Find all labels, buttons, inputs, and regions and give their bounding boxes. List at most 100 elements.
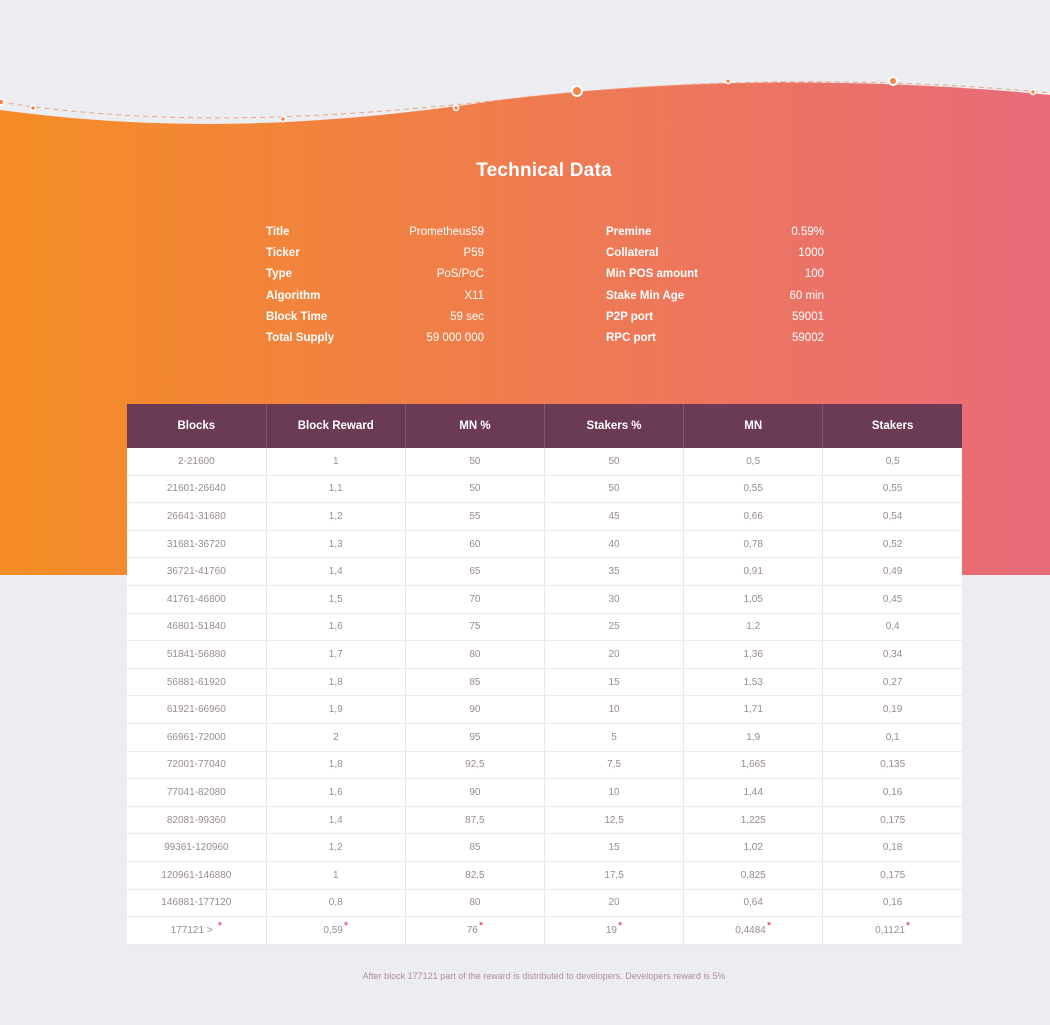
column-header-mn: MN	[683, 404, 824, 448]
table-cell: 50	[544, 448, 685, 476]
spec-key: Block Time	[266, 310, 328, 323]
table-body: 2-21600 1 50 50 0,5 0,5 21601-26640 1,1 50 50 0,55…	[127, 448, 962, 945]
cell-value: 177121 >	[170, 924, 213, 936]
table-cell: 0,45	[822, 585, 962, 614]
spec-key: Title	[266, 226, 290, 238]
table-cell: 1,2	[683, 613, 824, 642]
table-row: 31681-36720 1,3 60 40 0,78 0,52	[127, 530, 962, 559]
table-cell: 2	[266, 723, 406, 752]
table-cell: 2-21600	[127, 448, 267, 476]
asterisk-marker: *	[617, 919, 623, 932]
column-header-block-reward: Block Reward	[266, 404, 406, 448]
wave-dot	[888, 76, 898, 86]
table-cell: 21601-26640	[127, 475, 267, 504]
table-cell: 0,52	[822, 530, 962, 559]
table-cell: 90	[405, 695, 545, 724]
cell-value: 0,59	[323, 924, 343, 936]
spec-value: 1000	[798, 247, 824, 260]
column-header-stakers-percent: Stakers %	[544, 404, 685, 448]
wave-dot	[571, 85, 583, 97]
spec-key: Premine	[606, 226, 652, 238]
table-row: 120961-146880 1 82,5 17,5 0,825 0,175	[127, 861, 962, 890]
table-cell: 1,1	[266, 475, 406, 504]
table-cell: 1,225	[683, 806, 824, 835]
spec-key: Collateral	[606, 247, 659, 260]
table-row: 61921-66960 1,9 90 10 1,71 0,19	[127, 695, 962, 724]
table-cell: 99361-120960	[127, 833, 267, 862]
table-cell: 15	[544, 668, 685, 697]
table-row: 66961-72000 2 95 5 1,9 0,1	[127, 723, 962, 752]
spec-key: Min POS amount	[606, 268, 698, 281]
cell-value: 0,1121	[875, 924, 905, 936]
spec-value: 59002	[792, 331, 824, 344]
table-row: 21601-26640 1,1 50 50 0,55 0,55	[127, 475, 962, 504]
table-cell: 0,18	[822, 833, 962, 862]
table-cell: 0,5	[822, 448, 962, 476]
table-cell: 0,8	[266, 889, 406, 918]
table-cell: 1,2	[266, 502, 406, 531]
wave-dot	[279, 115, 287, 123]
spec-row: Premine 0.59%	[606, 222, 824, 243]
asterisk-marker: *	[343, 919, 349, 932]
table-cell: 56881-61920	[127, 668, 267, 697]
table-cell: 87,5	[405, 806, 545, 835]
table-cell: 1,4	[266, 806, 406, 835]
table-cell: 0,54	[822, 502, 962, 531]
table-row: 72001-77040 1,8 92,5 7,5 1,665 0,135	[127, 751, 962, 780]
table-cell: 1,9	[683, 723, 824, 752]
asterisk-marker: *	[478, 919, 484, 932]
table-cell: 30	[544, 585, 685, 614]
table-row: 56881-61920 1,8 85 15 1,53 0,27	[127, 668, 962, 697]
specs-left: Title Prometheus59 Ticker P59 Type PoS/PoC …	[266, 222, 484, 349]
table-cell: 0,49	[822, 557, 962, 586]
table-cell: 7,5	[544, 751, 685, 780]
table-row: 77041-82080 1,6 90 10 1,44 0,16	[127, 778, 962, 807]
table-cell: 1,6	[266, 778, 406, 807]
table-cell: 80	[405, 889, 545, 918]
spec-value: X11	[464, 289, 484, 302]
table-cell: 76*	[405, 916, 545, 945]
table-header-row: Blocks Block Reward MN % Stakers % MN St…	[127, 404, 962, 448]
table-cell: 1,4	[266, 557, 406, 586]
table-cell: 50	[405, 448, 545, 476]
table-cell: 15	[544, 833, 685, 862]
spec-value: 59 000 000	[426, 331, 484, 344]
table-row: 51841-56880 1,7 80 20 1,36 0,34	[127, 640, 962, 669]
section-title: Technical Data	[476, 160, 612, 181]
spec-row: RPC port 59002	[606, 328, 824, 349]
table-cell: 1,7	[266, 640, 406, 669]
wave-dot	[724, 77, 732, 85]
table-cell: 20	[544, 640, 685, 669]
table-cell: 1,44	[683, 778, 824, 807]
table-cell: 35	[544, 557, 685, 586]
spec-row: Min POS amount 100	[606, 264, 824, 285]
cell-value: 0,4484	[735, 924, 766, 936]
table-cell: 0,825	[683, 861, 824, 890]
table-cell: 85	[405, 668, 545, 697]
table-cell: 72001-77040	[127, 751, 267, 780]
table-cell: 66961-72000	[127, 723, 267, 752]
spec-value: 100	[804, 268, 824, 281]
reward-table: Blocks Block Reward MN % Stakers % MN St…	[127, 404, 962, 945]
table-row: 146881-177120 0,8 80 20 0,64 0,16	[127, 889, 962, 918]
spec-value: 0.59%	[791, 226, 824, 238]
table-row: 36721-41760 1,4 65 35 0,91 0,49	[127, 557, 962, 586]
table-cell: 19*	[544, 916, 685, 945]
table-cell: 1,36	[683, 640, 824, 669]
table-cell: 75	[405, 613, 545, 642]
table-cell: 0,78	[683, 530, 824, 559]
table-cell: 0,175	[822, 861, 962, 890]
table-row: 46801-51840 1,6 75 25 1,2 0,4	[127, 613, 962, 642]
table-cell: 82081-99360	[127, 806, 267, 835]
table-cell: 82,5	[405, 861, 545, 890]
table-cell: 0,55	[683, 475, 824, 504]
spec-key: Ticker	[266, 247, 300, 260]
table-cell: 41761-46800	[127, 585, 267, 614]
table-cell: 20	[544, 889, 685, 918]
table-cell: 0,135	[822, 751, 962, 780]
spec-row: Algorithm X11	[266, 286, 484, 307]
spec-value: 59 sec	[450, 310, 484, 323]
table-cell: 1,8	[266, 751, 406, 780]
spec-key: Type	[266, 268, 292, 281]
table-cell: 1,3	[266, 530, 406, 559]
